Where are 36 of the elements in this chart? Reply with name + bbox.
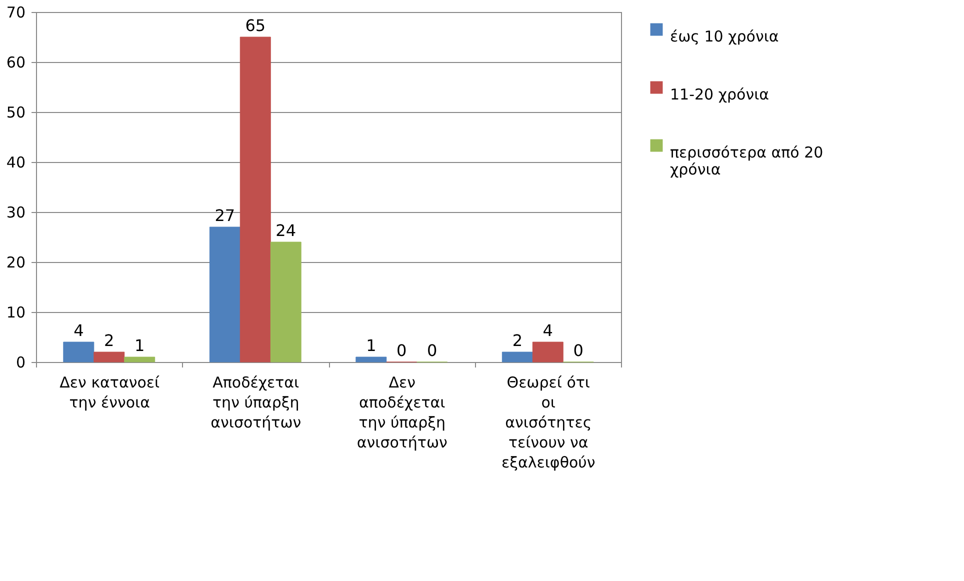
bar — [270, 242, 302, 362]
data-label: 65 — [245, 16, 266, 35]
x-tick-label: Δεν κατανοεί την έννοια — [60, 374, 160, 412]
x-tick-label: Θεωρεί ότι οι ανισότητες τείνουν να εξαλειφθούν — [502, 374, 596, 472]
data-label: 0 — [427, 341, 438, 360]
data-label: 4 — [74, 321, 84, 340]
y-tick-label: 50 — [6, 104, 26, 122]
bar — [240, 36, 271, 362]
data-label: 1 — [134, 336, 145, 355]
y-tick-label: 10 — [6, 304, 26, 322]
bar — [356, 356, 387, 362]
y-tick-label: 60 — [6, 54, 26, 72]
legend-label: έως 10 χρόνια — [670, 28, 779, 46]
y-tick-label: 30 — [6, 204, 26, 222]
bar — [502, 352, 533, 362]
data-label: 2 — [512, 331, 522, 350]
bar — [124, 356, 156, 362]
legend-label: περισσότερα από 20 χρόνια — [670, 144, 824, 178]
y-tick-label: 20 — [6, 254, 26, 272]
x-tick-label: Αποδέχεται την ύπαρξη ανισοτήτων — [210, 374, 302, 432]
data-label: 2 — [104, 331, 114, 350]
bar — [63, 342, 94, 362]
y-tick-label: 0 — [16, 354, 26, 372]
bar — [209, 226, 240, 362]
data-label: 0 — [573, 341, 584, 360]
x-tick-label: Δεν αποδέχεται την ύπαρξη ανισοτήτων — [356, 374, 448, 452]
data-label: 0 — [396, 341, 407, 360]
data-label: 27 — [214, 206, 236, 225]
bar — [532, 342, 564, 362]
bar — [94, 352, 125, 362]
data-label: 4 — [542, 321, 553, 340]
y-tick-label: 70 — [6, 4, 26, 22]
legend-label: 11-20 χρόνια — [670, 86, 770, 104]
y-tick-label: 40 — [6, 154, 26, 172]
data-label: 24 — [276, 221, 296, 240]
data-label: 1 — [366, 336, 376, 355]
